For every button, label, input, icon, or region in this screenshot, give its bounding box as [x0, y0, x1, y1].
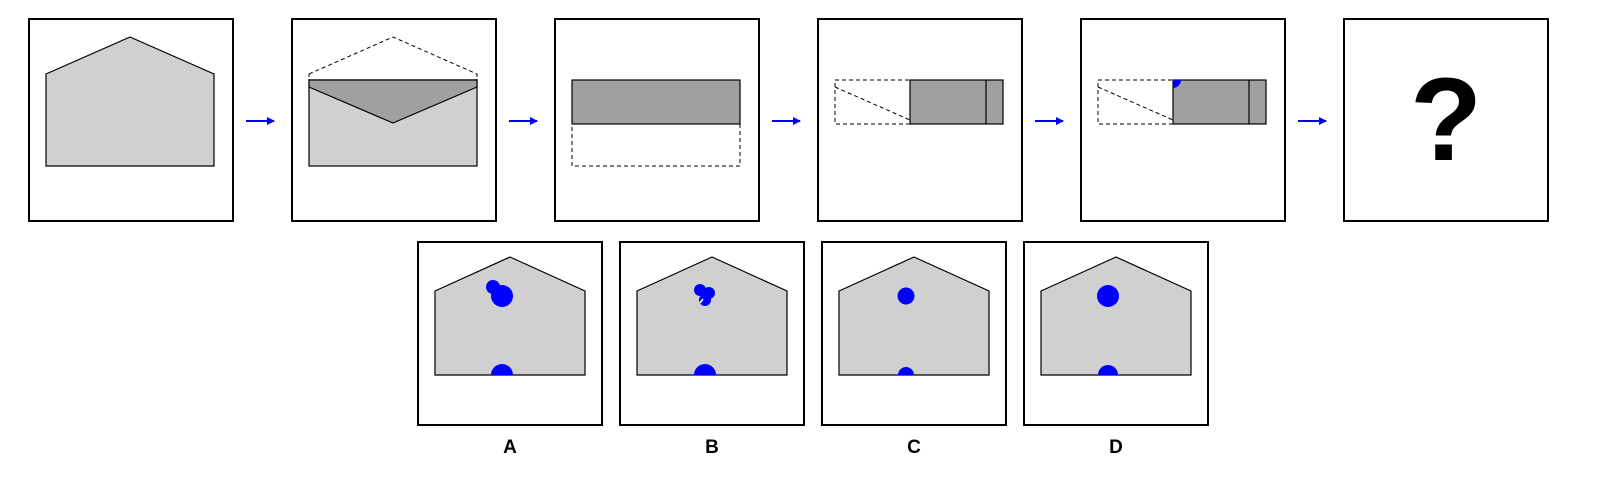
option-d-hole-top: [1097, 285, 1119, 307]
step-4-panel: [818, 19, 1022, 221]
option-b-label: B: [705, 437, 719, 458]
option-b[interactable]: B: [620, 242, 804, 458]
step-1-panel: [29, 19, 233, 221]
option-c-label: C: [907, 437, 921, 458]
step-3-panel: [555, 19, 759, 221]
folded-stack: [910, 80, 1003, 124]
option-c[interactable]: C: [822, 242, 1006, 458]
folded-stack: [1173, 80, 1266, 124]
option-a[interactable]: A: [418, 242, 602, 458]
step-2-panel: [292, 19, 496, 221]
question-panel: ?: [1344, 19, 1548, 221]
step-5-panel: [1081, 19, 1285, 221]
option-a-label: A: [503, 437, 517, 458]
question-mark: ?: [1410, 54, 1482, 186]
option-a-hole-large: [491, 285, 513, 307]
option-d-label: D: [1109, 437, 1123, 458]
option-d[interactable]: D: [1024, 242, 1208, 458]
folded-half: [572, 80, 740, 124]
option-b-hole-3: [699, 294, 711, 306]
option-c-hole-top: [898, 288, 915, 305]
